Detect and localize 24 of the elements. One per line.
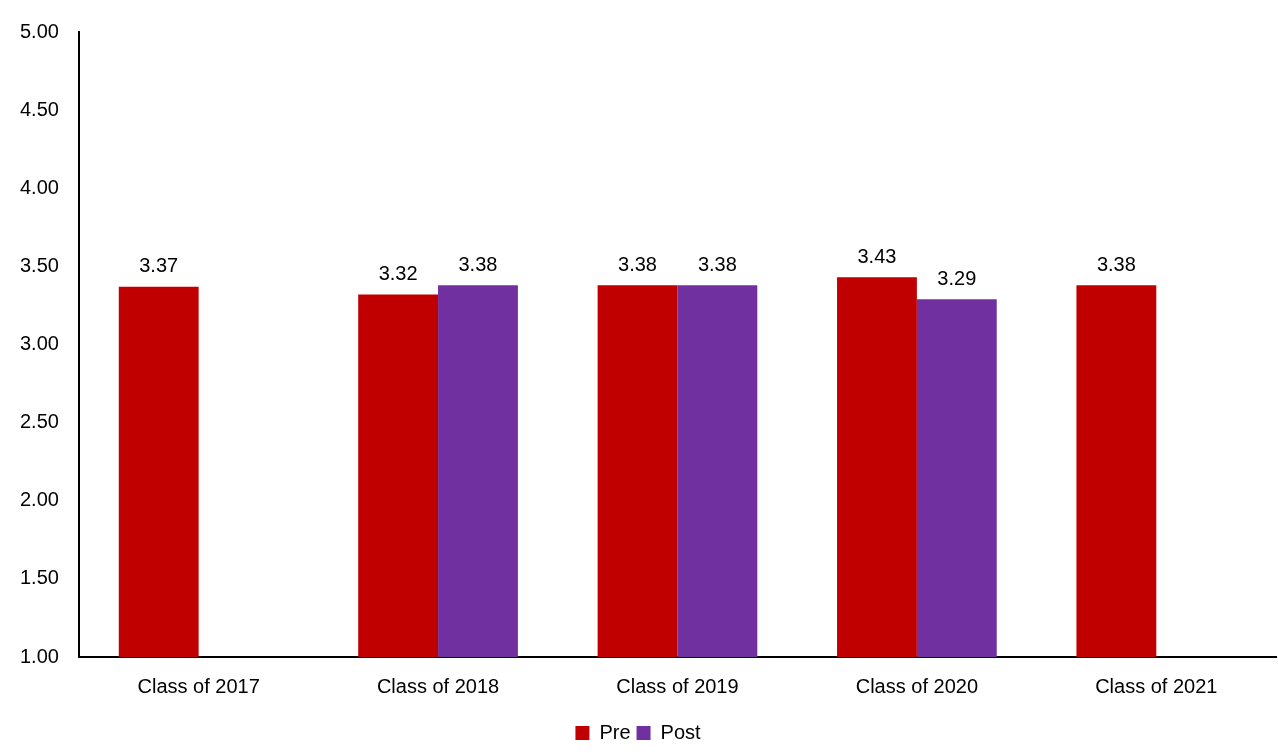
data-label: 3.32 <box>378 262 418 285</box>
x-tick-label: Class of 2019 <box>616 674 739 697</box>
y-tick-label: 5.00 <box>19 19 59 42</box>
data-label: 3.37 <box>139 254 179 277</box>
legend-label: Post <box>660 720 702 743</box>
y-tick-label: 4.50 <box>19 97 59 120</box>
data-label: 3.38 <box>458 252 498 275</box>
x-tick-label: Class of 2018 <box>376 674 500 697</box>
legend-label: Pre <box>599 720 631 743</box>
y-tick-label: 2.00 <box>19 488 59 511</box>
data-label: 3.43 <box>857 244 897 267</box>
y-tick-label: 1.00 <box>19 644 59 667</box>
y-tick-label: 3.00 <box>19 332 59 355</box>
data-label: 3.38 <box>1096 252 1136 275</box>
y-tick-label: 3.50 <box>19 253 59 276</box>
x-tick-label: Class of 2021 <box>1095 674 1218 697</box>
y-tick-label: 1.50 <box>19 566 59 589</box>
data-label: 3.38 <box>618 252 658 275</box>
x-tick-label: Class of 2020 <box>855 674 979 697</box>
data-label: 3.38 <box>697 252 737 275</box>
y-tick-label: 4.00 <box>19 175 59 198</box>
y-tick-label: 2.50 <box>19 410 59 433</box>
data-label: 3.29 <box>937 266 977 289</box>
x-tick-label: Class of 2017 <box>137 674 260 697</box>
